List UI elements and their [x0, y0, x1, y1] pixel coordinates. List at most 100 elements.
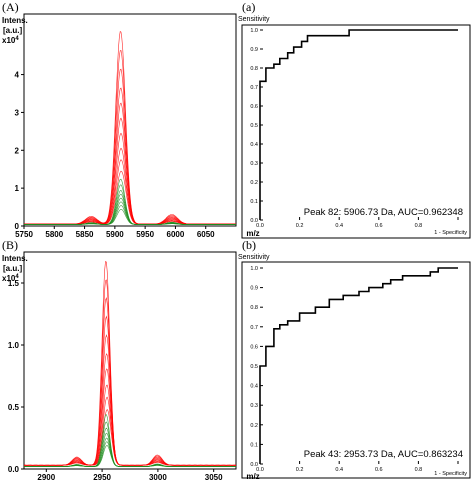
- sensitivity-label-b: Sensitivity: [238, 254, 270, 261]
- x-tick-label: 6000: [167, 230, 185, 239]
- y-tick-label: 0: [15, 222, 20, 231]
- scale-base-b: x10: [2, 274, 16, 283]
- spectrum-panel-b: (B) Intens. [a.u.] x104 0.0 0.5 1.0 1.5 290…: [2, 238, 260, 482]
- roc-y-tick-label: 0.4: [250, 384, 258, 390]
- intensity-label-a: Intens.: [2, 16, 28, 25]
- roc-x-tick-label: 0.6: [375, 223, 383, 229]
- plot-frame-a: [23, 13, 237, 227]
- panel-label-b: (B): [2, 238, 18, 252]
- x-tick-label: 5800: [45, 230, 63, 239]
- roc-x-tick-label: 0.4: [335, 223, 343, 229]
- roc-y-tick-label: 1.0: [250, 266, 258, 272]
- red-spectrum-line: [23, 368, 237, 466]
- roc-y-axis-b: 0.0 0.1 0.2 0.3 0.4 0.5 0.6 0.7 0.8 0.9 1.0: [250, 266, 263, 468]
- roc-y-tick-label: 1.0: [250, 28, 258, 34]
- roc-y-tick-label: 0.9: [250, 47, 258, 53]
- x-tick-label: 5950: [136, 230, 154, 239]
- roc-y-tick-label: 0.1: [250, 199, 258, 205]
- green-spectrum-line: [24, 208, 236, 225]
- roc-y-axis-a: 0.0 0.1 0.2 0.3 0.4 0.5 0.6 0.7 0.8 0.9 1.0: [250, 28, 263, 224]
- spectrum-curves-b: [23, 260, 237, 467]
- x-tick-label: 2950: [93, 473, 111, 482]
- x-tick-label: 2900: [37, 473, 55, 482]
- green-spectrum-line: [23, 441, 237, 467]
- roc-y-tick-label: 0.1: [250, 442, 258, 448]
- panel-label-roc-a: (a): [242, 0, 255, 14]
- roc-x-tick-label: 0.2: [296, 467, 304, 473]
- units-label-b: [a.u.]: [3, 264, 22, 273]
- roc-x-tick-label: 0.2: [296, 223, 304, 229]
- y-axis-b: 0.0 0.5 1.0 1.5: [8, 279, 24, 474]
- x-tick-label: 5850: [76, 230, 94, 239]
- x-tick-label: 6050: [197, 230, 215, 239]
- roc-x-axis-a: 0.0 0.2 0.4 0.6 0.8: [256, 217, 459, 229]
- scale-label-b: x104: [2, 274, 19, 283]
- scale-exp-b: 4: [15, 274, 19, 280]
- roc-y-tick-label: 0.4: [250, 142, 258, 148]
- roc-y-tick-label: 0.8: [250, 305, 258, 311]
- green-spectrum-line: [24, 427, 236, 467]
- roc-x-tick-label: 0.8: [415, 223, 423, 229]
- y-tick-label: 0.0: [8, 465, 20, 474]
- roc-curve-b: [259, 267, 458, 464]
- red-spectrum-line: [24, 353, 236, 466]
- scale-label-a: x104: [2, 36, 19, 45]
- roc-y-tick-label: 0.3: [250, 403, 258, 409]
- green-spectrum-line: [24, 414, 236, 467]
- red-spectrum-line: [24, 334, 236, 466]
- y-tick-label: 1.0: [8, 341, 20, 350]
- roc-x-label-a: 1 - Specificity: [434, 230, 467, 236]
- roc-x-tick-label: 0.6: [375, 467, 383, 473]
- y-tick-label: 3: [15, 108, 20, 117]
- sensitivity-label-a: Sensitivity: [238, 16, 270, 23]
- roc-y-tick-label: 0.3: [250, 161, 258, 167]
- x-axis-b: 2900 2950 3000 3050: [37, 469, 223, 482]
- y-tick-label: 4: [15, 71, 20, 80]
- roc-x-tick-label: 0.0: [256, 223, 264, 229]
- roc-annotation-b: Peak 43: 2953.73 Da, AUC=0.863234: [304, 449, 463, 460]
- roc-frame-a: [241, 24, 471, 239]
- roc-x-tick-label: 0.8: [415, 467, 423, 473]
- green-spectrum-line: [24, 437, 236, 467]
- roc-y-tick-label: 0.6: [250, 344, 258, 350]
- roc-y-tick-label: 0.8: [250, 66, 258, 72]
- roc-y-tick-label: 0.9: [250, 286, 258, 292]
- roc-y-tick-label: 0.2: [250, 180, 258, 186]
- roc-x-axis-b: 0.0 0.2 0.4 0.6 0.8: [256, 461, 459, 473]
- roc-y-tick-label: 0.5: [250, 364, 258, 370]
- red-spectrum-line: [23, 260, 236, 466]
- red-spectrum-line: [24, 384, 236, 466]
- y-tick-label: 1: [15, 184, 20, 193]
- plot-frame-b: [23, 251, 237, 470]
- x-tick-label: 5750: [15, 230, 33, 239]
- x-axis-a: 5750 5800 5850 5900 5950 6000 6050: [15, 226, 215, 239]
- roc-x-tick-label: 0.4: [335, 467, 343, 473]
- roc-y-tick-label: 0.7: [250, 85, 258, 91]
- intensity-label-b: Intens.: [2, 254, 28, 263]
- roc-y-tick-label: 0.7: [250, 325, 258, 331]
- roc-annotation-a: Peak 82: 5906.73 Da, AUC=0.962348: [304, 207, 463, 218]
- x-axis-label-a: m/z: [246, 229, 259, 238]
- x-tick-label: 3050: [205, 473, 223, 482]
- roc-panel-a: (a) Sensitivity 0.0 0.1 0.2 0.3 0.4 0.5 0.6 0.7…: [238, 0, 471, 239]
- roc-panel-b: (b) Sensitivity 0.0 0.1 0.2 0.3 0.4 0.5 0.6 0.7…: [238, 238, 471, 479]
- y-tick-label: 0.5: [8, 403, 20, 412]
- roc-x-label-b: 1 - Specificity: [434, 471, 467, 477]
- scale-base-a: x10: [2, 36, 16, 45]
- units-label-a: [a.u.]: [3, 26, 22, 35]
- roc-y-tick-label: 0.0: [250, 462, 258, 468]
- y-tick-label: 1.5: [8, 279, 20, 288]
- roc-frame-b: [241, 261, 471, 479]
- roc-curve-a: [259, 29, 458, 220]
- scale-exp-a: 4: [15, 36, 19, 42]
- red-spectrum-line: [24, 279, 236, 466]
- panel-label-a: (A): [2, 0, 19, 14]
- roc-y-tick-label: 0.2: [250, 423, 258, 429]
- red-spectrum-line: [24, 408, 236, 466]
- x-tick-label: 5900: [106, 230, 124, 239]
- x-axis-label-b: m/z: [246, 472, 259, 481]
- red-spectrum-line: [24, 315, 236, 466]
- roc-y-tick-label: 0.6: [250, 104, 258, 110]
